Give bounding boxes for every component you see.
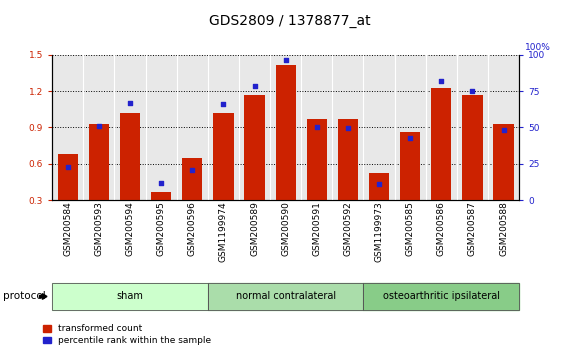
Bar: [338, 119, 358, 200]
Point: [125, 101, 135, 106]
Bar: [182, 158, 202, 200]
Bar: [494, 124, 514, 200]
Bar: [462, 95, 483, 200]
Bar: [369, 173, 389, 200]
Bar: [89, 124, 109, 200]
Point: [250, 83, 259, 88]
Text: sham: sham: [117, 291, 143, 302]
Text: osteoarthritic ipsilateral: osteoarthritic ipsilateral: [383, 291, 500, 302]
Point: [467, 88, 477, 93]
Legend: transformed count, percentile rank within the sample: transformed count, percentile rank withi…: [39, 321, 215, 349]
Point: [188, 167, 197, 173]
Bar: [120, 113, 140, 200]
Bar: [431, 87, 451, 200]
Point: [94, 124, 103, 129]
Bar: [276, 64, 296, 200]
Point: [63, 164, 72, 170]
Bar: [213, 113, 234, 200]
Bar: [57, 154, 78, 200]
Bar: [400, 132, 420, 200]
Text: 100%: 100%: [525, 43, 550, 52]
Point: [405, 135, 415, 141]
Point: [157, 180, 166, 186]
Bar: [151, 192, 171, 200]
Point: [499, 127, 508, 133]
Point: [312, 125, 321, 130]
Text: protocol: protocol: [3, 291, 46, 302]
Point: [437, 78, 446, 84]
Point: [375, 181, 384, 187]
Point: [281, 57, 291, 63]
Text: GDS2809 / 1378877_at: GDS2809 / 1378877_at: [209, 14, 371, 28]
Bar: [244, 95, 264, 200]
Point: [219, 102, 228, 107]
Text: normal contralateral: normal contralateral: [235, 291, 336, 302]
Bar: [307, 119, 327, 200]
Point: [343, 125, 353, 131]
